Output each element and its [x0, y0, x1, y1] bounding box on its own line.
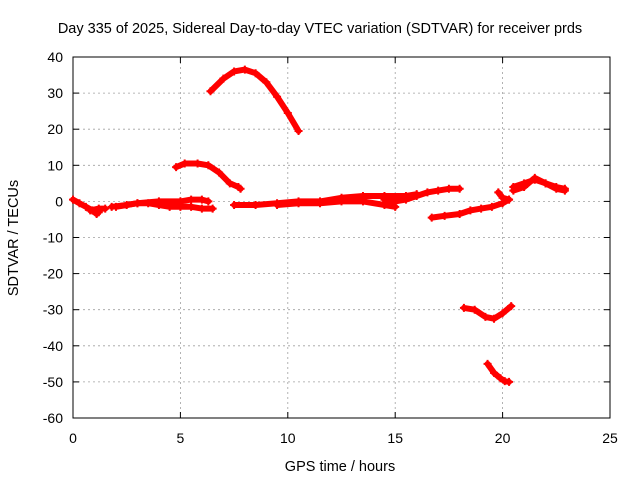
data-point — [490, 314, 499, 323]
data-point — [391, 197, 400, 206]
x-tick-label: 25 — [602, 430, 618, 446]
data-point — [483, 359, 492, 368]
data-point — [401, 195, 410, 204]
data-point — [230, 201, 239, 210]
data-point — [423, 188, 432, 197]
data-point — [206, 87, 215, 96]
data-point — [172, 163, 181, 172]
data-point — [481, 312, 490, 321]
y-tick-label: -40 — [43, 338, 63, 354]
x-tick-label: 0 — [69, 430, 77, 446]
y-axis-label: SDTVAR / TECUs — [6, 180, 22, 296]
data-point — [337, 197, 346, 206]
data-point — [251, 201, 260, 210]
data-point — [236, 184, 245, 193]
data-point — [187, 202, 196, 211]
data-point — [251, 69, 260, 78]
data-point — [490, 368, 499, 377]
data-point — [215, 168, 224, 177]
data-point — [294, 127, 303, 136]
series-layer — [69, 65, 569, 386]
data-point — [75, 199, 84, 208]
x-tick-label: 10 — [280, 430, 296, 446]
data-point — [240, 65, 249, 74]
x-tick-label: 15 — [387, 430, 403, 446]
data-point — [507, 302, 516, 311]
data-point — [541, 179, 550, 188]
data-point — [86, 206, 95, 215]
y-tick-label: -60 — [43, 410, 63, 426]
y-tick-label: -20 — [43, 266, 63, 282]
y-tick-label: 20 — [47, 121, 63, 137]
data-point — [444, 184, 453, 193]
data-point — [225, 179, 234, 188]
data-point — [477, 204, 486, 213]
data-point — [111, 202, 120, 211]
data-point — [154, 197, 163, 206]
y-tick-label: -30 — [43, 302, 63, 318]
grid-layer — [73, 57, 610, 418]
data-point — [358, 197, 367, 206]
y-tick-label: 40 — [47, 49, 63, 65]
data-point — [498, 193, 507, 202]
data-point — [204, 197, 213, 206]
data-point — [560, 184, 569, 193]
data-point — [380, 195, 389, 204]
data-point — [197, 204, 206, 213]
data-point — [496, 374, 505, 383]
data-point — [530, 173, 539, 182]
data-point — [440, 211, 449, 220]
ticks-layer: 0 5 10 15 20 25 -60 -50 -40 -30 -20 -10 0 10 20 30 40 — [43, 49, 618, 446]
data-point — [520, 182, 529, 191]
data-point — [273, 201, 282, 210]
data-point — [434, 186, 443, 195]
x-axis-label: GPS time / hours — [285, 459, 395, 475]
data-point — [197, 195, 206, 204]
x-tick-label: 20 — [495, 430, 511, 446]
data-point — [176, 197, 185, 206]
data-point — [455, 210, 464, 219]
data-point — [230, 67, 239, 76]
data-point — [208, 204, 217, 213]
data-point — [509, 186, 518, 195]
data-point — [505, 195, 514, 204]
y-tick-label: 10 — [47, 157, 63, 173]
data-point — [427, 213, 436, 222]
data-point — [101, 204, 110, 213]
data-point — [273, 92, 282, 101]
data-point — [193, 159, 202, 168]
data-point — [294, 199, 303, 208]
y-tick-label: 0 — [55, 193, 63, 209]
data-point — [498, 309, 507, 318]
data-point — [470, 305, 479, 314]
chart-title: Day 335 of 2025, Sidereal Day-to-day VTE… — [58, 21, 582, 37]
y-tick-label: -50 — [43, 374, 63, 390]
data-point — [204, 161, 213, 170]
data-point — [69, 195, 77, 204]
data-point — [180, 159, 189, 168]
data-point — [466, 206, 475, 215]
data-point — [455, 184, 464, 193]
data-point — [133, 199, 142, 208]
data-point — [494, 188, 503, 197]
data-point — [187, 195, 196, 204]
data-point — [459, 303, 468, 312]
data-point — [412, 191, 421, 200]
y-tick-label: -10 — [43, 230, 63, 246]
data-point — [81, 202, 90, 211]
y-tick-label: 30 — [47, 85, 63, 101]
data-point — [283, 108, 292, 117]
data-point — [552, 182, 561, 191]
data-point — [262, 78, 271, 87]
data-point — [505, 377, 514, 386]
x-tick-label: 5 — [177, 430, 185, 446]
data-point — [487, 202, 496, 211]
data-point — [316, 199, 325, 208]
data-point — [219, 74, 228, 83]
